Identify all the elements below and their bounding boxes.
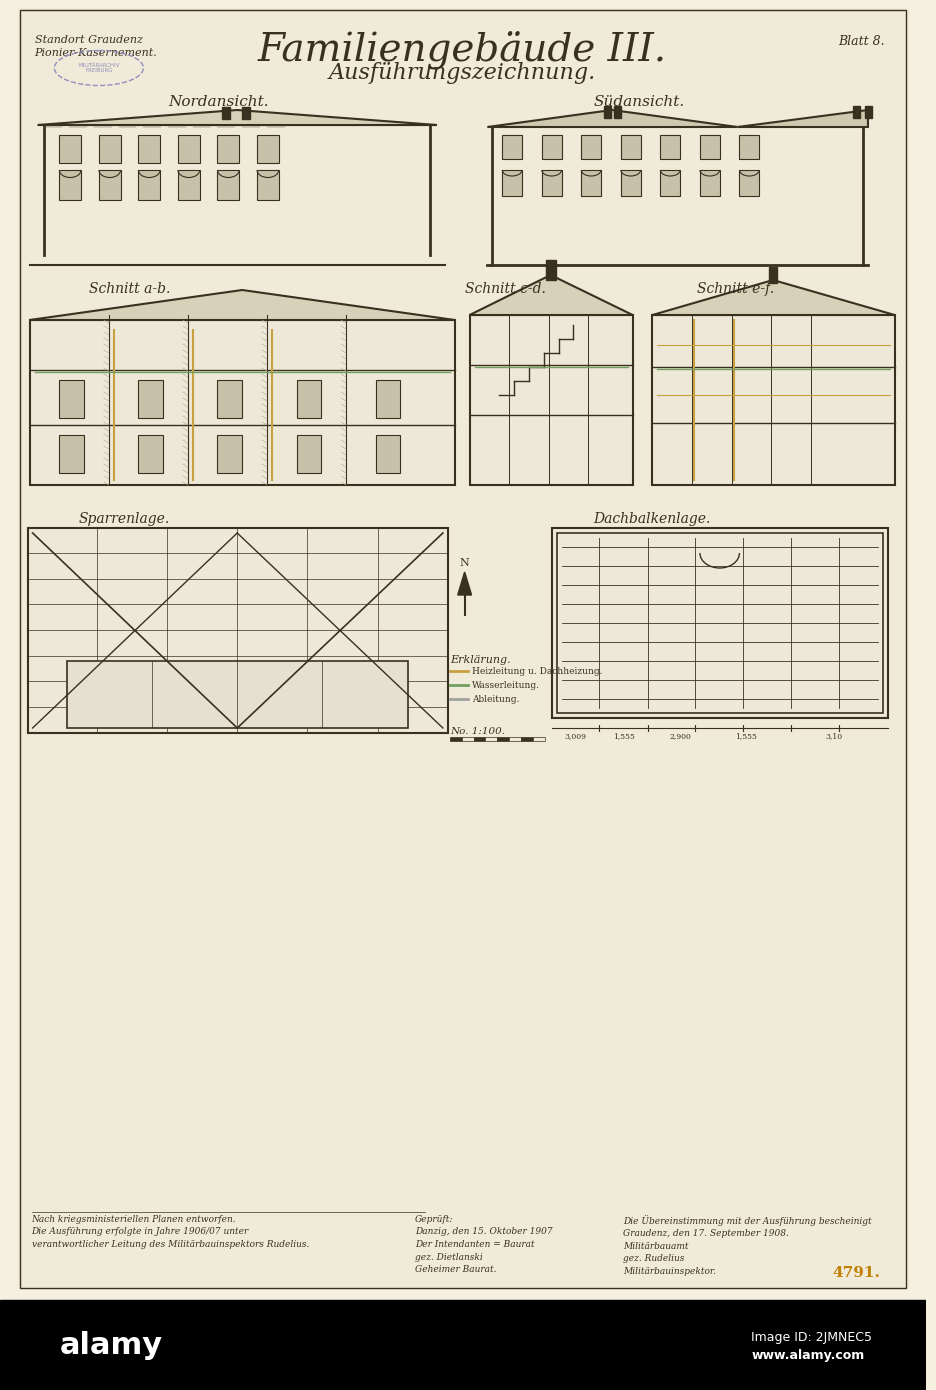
Text: Blatt 8.: Blatt 8.	[838, 35, 884, 49]
Bar	[222, 107, 230, 120]
Text: Nordansicht.: Nordansicht.	[168, 95, 269, 108]
Bar	[217, 435, 241, 473]
Text: 4791.: 4791.	[831, 1266, 879, 1280]
Text: Ableitung.: Ableitung.	[471, 695, 519, 703]
Polygon shape	[469, 275, 632, 316]
Bar	[768, 267, 776, 284]
Bar	[613, 106, 621, 118]
Bar	[217, 135, 239, 163]
Bar	[485, 737, 497, 741]
Bar	[241, 107, 250, 120]
Bar	[297, 435, 321, 473]
Polygon shape	[737, 110, 867, 126]
Bar	[739, 135, 758, 158]
Text: Schnitt a-b.: Schnitt a-b.	[89, 282, 170, 296]
Bar	[139, 170, 160, 200]
Bar	[853, 106, 859, 118]
Bar	[59, 170, 81, 200]
Bar	[621, 135, 640, 158]
Polygon shape	[37, 110, 436, 125]
Bar	[59, 435, 84, 473]
Bar	[67, 662, 408, 728]
Bar	[375, 379, 400, 418]
Text: Nach kriegsministeriellen Planen entworfen.
Die Ausführung erfolgte in Jahre 190: Nach kriegsministeriellen Planen entworf…	[32, 1215, 309, 1250]
Bar	[699, 135, 719, 158]
Bar	[651, 316, 894, 485]
Bar	[604, 106, 610, 118]
Bar	[502, 170, 521, 196]
Text: MILITÄRARCHIV
FREIBURG: MILITÄRARCHIV FREIBURG	[78, 63, 120, 74]
Bar	[178, 135, 199, 163]
Text: No. 1:100.: No. 1:100.	[449, 727, 505, 735]
Text: Erklärung.: Erklärung.	[449, 655, 510, 664]
Text: Schnitt c-d.: Schnitt c-d.	[464, 282, 545, 296]
Polygon shape	[487, 110, 737, 126]
Bar	[297, 379, 321, 418]
Bar	[533, 737, 544, 741]
Bar	[864, 106, 871, 118]
Text: Familiengebäude III.: Familiengebäude III.	[257, 31, 666, 68]
Text: Sparrenlage.: Sparrenlage.	[79, 512, 170, 525]
Bar	[660, 170, 680, 196]
Text: alamy: alamy	[59, 1330, 162, 1359]
Bar	[551, 528, 886, 719]
Polygon shape	[651, 279, 894, 316]
Bar	[139, 435, 163, 473]
Bar	[178, 170, 199, 200]
Text: Dachbalkenlage.: Dachbalkenlage.	[592, 512, 709, 525]
Text: 1,555: 1,555	[735, 733, 756, 739]
Text: Pionier-Kasernement.: Pionier-Kasernement.	[35, 49, 157, 58]
Bar	[59, 135, 81, 163]
Text: Ausführungszeichnung.: Ausführungszeichnung.	[329, 63, 595, 83]
Bar	[580, 135, 600, 158]
Text: N: N	[460, 557, 469, 569]
Text: Wasserleitung.: Wasserleitung.	[471, 681, 539, 689]
Bar	[502, 135, 521, 158]
Text: Südansicht.: Südansicht.	[592, 95, 683, 108]
Text: Schnitt e-f.: Schnitt e-f.	[696, 282, 773, 296]
Text: 1,555: 1,555	[612, 733, 634, 739]
Text: Standort Graudenz: Standort Graudenz	[35, 35, 142, 44]
Bar	[520, 737, 533, 741]
Text: 3,009: 3,009	[563, 733, 586, 739]
Bar	[580, 170, 600, 196]
Bar	[461, 737, 473, 741]
Bar	[217, 379, 241, 418]
Bar	[139, 379, 163, 418]
Bar	[256, 170, 279, 200]
Bar	[0, 1300, 926, 1390]
Bar	[556, 532, 882, 713]
Bar	[473, 737, 485, 741]
Text: www.alamy.com: www.alamy.com	[751, 1348, 864, 1361]
Bar	[660, 135, 680, 158]
Bar	[28, 528, 447, 733]
Bar	[508, 737, 520, 741]
Text: 2,900: 2,900	[668, 733, 691, 739]
Text: Geprüft:
Danzig, den 15. Oktober 1907
Der Intendanten = Baurat
gez. Dietlanski
G: Geprüft: Danzig, den 15. Oktober 1907 De…	[415, 1215, 552, 1275]
Bar	[469, 316, 632, 485]
Bar	[699, 170, 719, 196]
Bar	[541, 170, 561, 196]
Bar	[139, 135, 160, 163]
Bar	[59, 379, 84, 418]
Polygon shape	[30, 291, 454, 320]
Polygon shape	[457, 573, 471, 595]
Bar	[217, 170, 239, 200]
Bar	[739, 170, 758, 196]
Bar	[99, 170, 121, 200]
Bar	[545, 260, 555, 279]
Bar	[541, 135, 561, 158]
Bar	[497, 737, 508, 741]
Bar	[30, 320, 454, 485]
Text: Heizleitung u. Dachheizung.: Heizleitung u. Dachheizung.	[471, 666, 602, 676]
Text: Die Übereinstimmung mit der Ausführung bescheinigt
Graudenz, den 17. September 1: Die Übereinstimmung mit der Ausführung b…	[622, 1215, 870, 1276]
Bar	[99, 135, 121, 163]
Bar	[375, 435, 400, 473]
Text: 3,10: 3,10	[825, 733, 842, 739]
Bar	[256, 135, 279, 163]
Bar	[621, 170, 640, 196]
Text: Image ID: 2JMNEC5: Image ID: 2JMNEC5	[751, 1332, 871, 1344]
Bar	[449, 737, 461, 741]
